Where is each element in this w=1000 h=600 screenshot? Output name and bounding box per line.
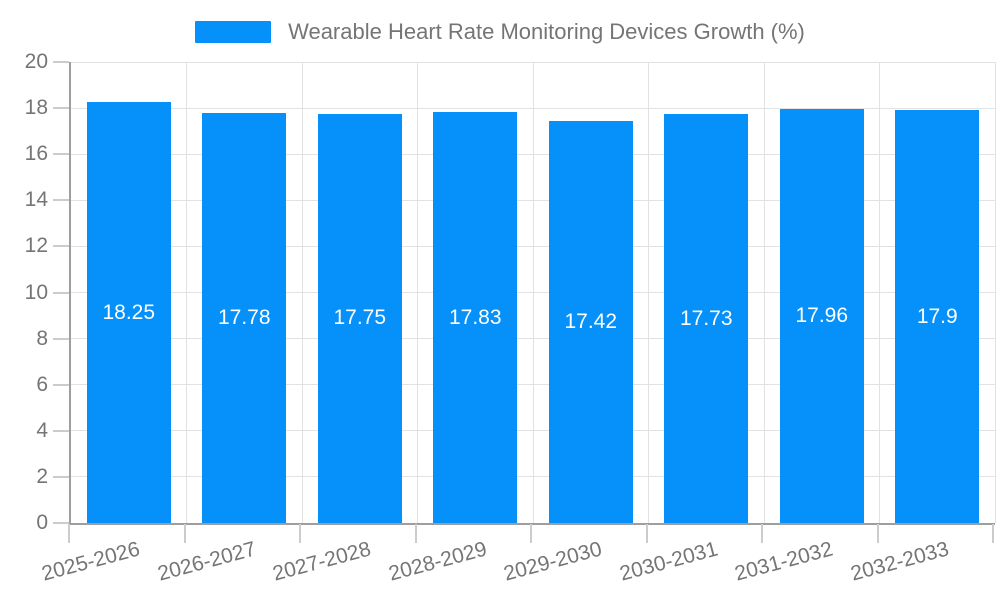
y-tick-label: 6 [36, 372, 48, 396]
legend-swatch [195, 21, 272, 43]
x-tick [414, 524, 417, 543]
bar: 18.25 [86, 102, 171, 523]
x-grid-line [301, 62, 303, 523]
x-tick-label: 2028-2029 [386, 537, 490, 586]
x-tick [68, 524, 70, 543]
y-tick [53, 291, 69, 294]
x-grid-line [763, 62, 765, 523]
bar: 17.83 [433, 112, 518, 523]
x-grid-line [417, 62, 418, 523]
bar: 17.78 [202, 113, 287, 523]
x-tick [183, 524, 186, 543]
y-tick-label: 8 [36, 326, 48, 350]
bar: 17.42 [548, 121, 633, 523]
plot-area: 18.25 17.78 17.75 17.83 17.42 17.73 17.96 17.9 [69, 61, 996, 525]
y-tick [53, 429, 69, 432]
bar: 17.73 [664, 114, 749, 523]
x-tick [761, 524, 763, 543]
x-tick [645, 524, 648, 543]
y-tick-label: 16 [24, 142, 48, 166]
y-tick-label: 18 [24, 96, 48, 120]
y-tick [53, 107, 69, 110]
y-tick-label: 10 [24, 280, 48, 304]
x-grid-line [532, 62, 534, 523]
bar-value-label: 17.9 [916, 304, 958, 328]
x-tick [299, 524, 301, 543]
x-tick [876, 524, 879, 543]
x-tick-label: 2025-2026 [39, 537, 143, 586]
bar-value-label: 17.96 [795, 304, 849, 328]
y-tick [53, 383, 69, 386]
bar-value-label: 17.83 [448, 305, 502, 329]
y-tick [53, 475, 69, 478]
y-tick-label: 12 [24, 234, 48, 258]
y-tick-label: 4 [36, 418, 48, 442]
bar: 17.96 [779, 109, 864, 523]
legend-label: Wearable Heart Rate Monitoring Devices G… [288, 19, 805, 44]
bar: 17.75 [317, 113, 402, 523]
y-tick [53, 153, 69, 156]
x-tick-label: 2031-2032 [732, 537, 836, 586]
x-tick-label: 2026-2027 [155, 537, 259, 586]
bar-value-label: 18.25 [102, 300, 156, 324]
x-grid-line [994, 62, 996, 523]
y-tick [53, 199, 69, 202]
y-tick-label: 20 [24, 50, 48, 73]
bar-value-label: 17.75 [333, 306, 387, 330]
x-tick-label: 2032-2033 [848, 537, 952, 586]
x-grid-line [186, 62, 187, 523]
bar-value-label: 17.42 [564, 310, 618, 334]
x-grid-line [648, 62, 649, 523]
x-tick-label: 2027-2028 [270, 537, 374, 586]
y-tick-label: 0 [36, 511, 48, 534]
y-tick-label: 14 [24, 188, 48, 212]
x-tick [992, 524, 994, 543]
y-tick-label: 2 [36, 464, 48, 488]
x-tick [530, 524, 532, 543]
x-tick-label: 2030-2031 [617, 537, 721, 586]
y-tick [53, 337, 69, 340]
x-grid-line [879, 62, 880, 523]
chart-legend: Wearable Heart Rate Monitoring Devices G… [0, 19, 1000, 45]
y-tick [53, 522, 69, 524]
bar: 17.9 [895, 110, 980, 523]
x-tick-label: 2029-2030 [501, 537, 605, 586]
y-tick [53, 61, 69, 63]
bar-value-label: 17.78 [217, 306, 271, 330]
y-tick [53, 245, 69, 248]
bar-value-label: 17.73 [679, 306, 733, 330]
